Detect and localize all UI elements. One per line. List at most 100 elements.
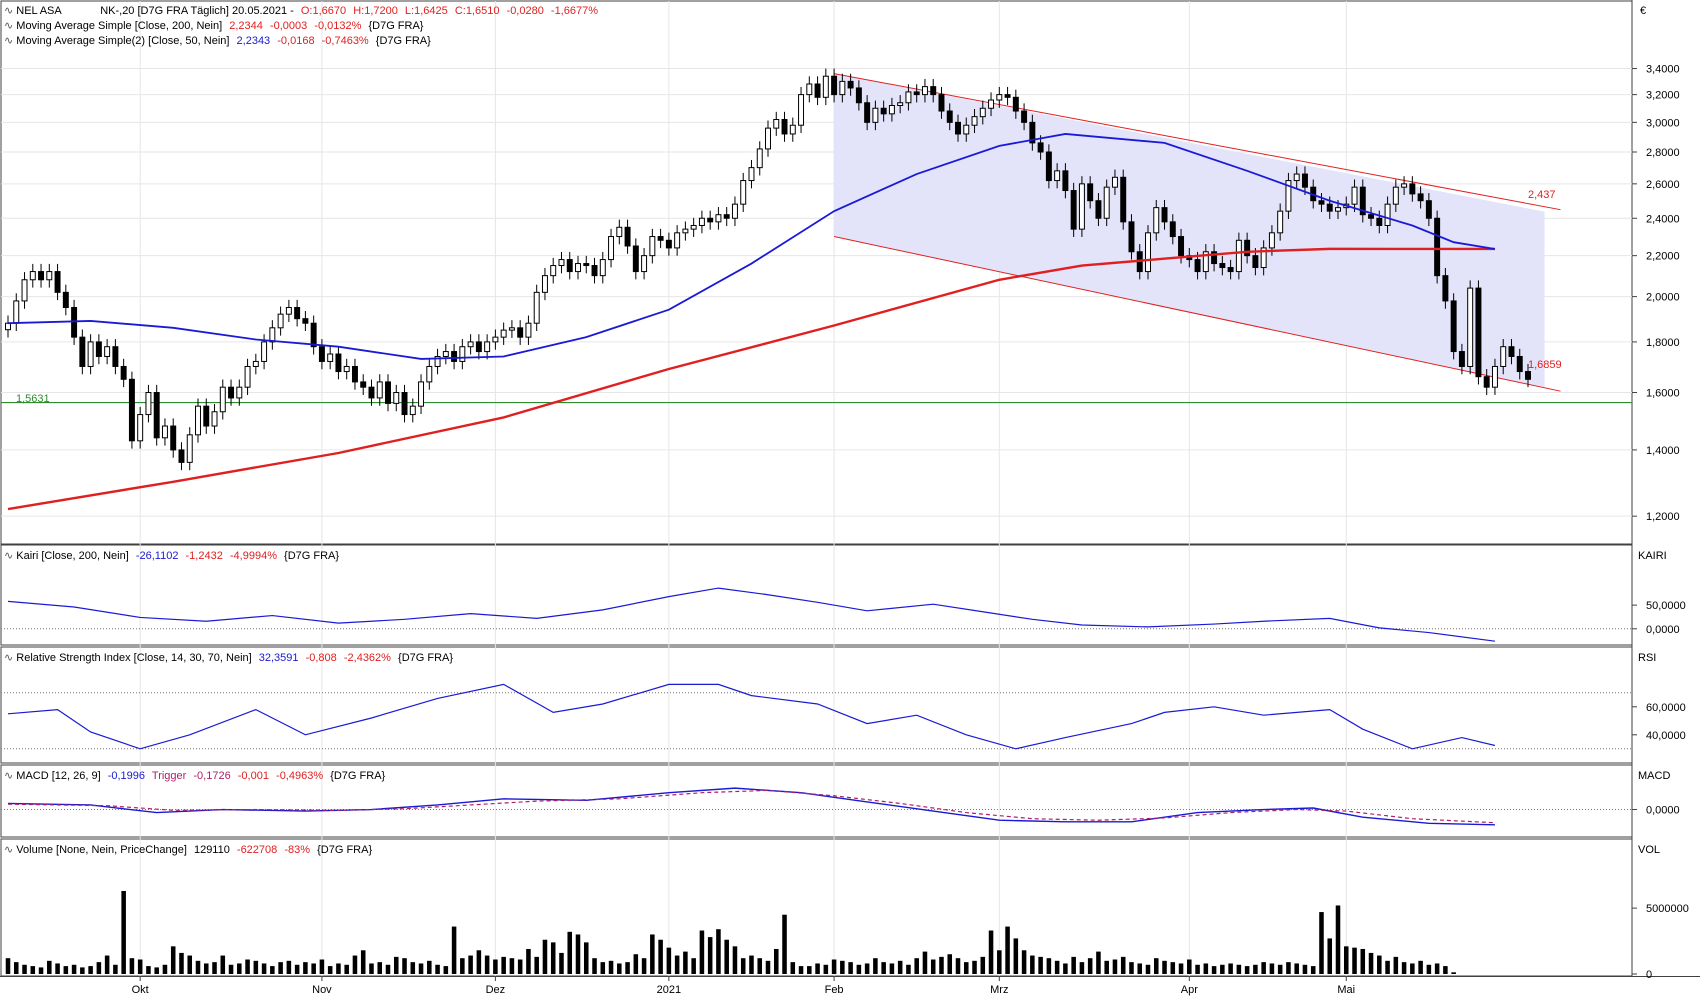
candle-body xyxy=(1021,110,1028,123)
candle-body xyxy=(1244,239,1251,257)
volume-header[interactable]: ∿ Volume [None, Nein, PriceChange] 12911… xyxy=(4,844,372,856)
volume-bar xyxy=(47,960,52,974)
volume-bar xyxy=(1187,959,1192,974)
candle-body xyxy=(608,236,615,261)
volume-bar xyxy=(782,914,787,974)
volume-bar xyxy=(807,966,812,974)
candle-body xyxy=(698,217,705,226)
right-axis xyxy=(0,0,1700,977)
volume-bar xyxy=(13,962,19,974)
candle-body xyxy=(1458,351,1465,367)
candle-body xyxy=(1475,287,1482,378)
volume-bar xyxy=(63,966,69,974)
volume-bar xyxy=(1244,966,1250,974)
candle-body xyxy=(1087,183,1094,202)
volume-bar xyxy=(1211,966,1217,974)
instrument-line[interactable]: ∿ NEL ASA NK-,20 [D7G FRA Täglich] 20.05… xyxy=(4,5,598,17)
volume-bar xyxy=(286,960,292,974)
volume-bar xyxy=(773,948,779,974)
instrument-name: NEL ASA xyxy=(16,5,62,17)
volume-header-change: -622708 xyxy=(237,844,277,856)
rsi-header[interactable]: ∿ Relative Strength Index [Close, 14, 30… xyxy=(4,652,453,664)
volume-bar xyxy=(765,960,771,974)
volume-bar xyxy=(1046,958,1052,974)
volume-bar xyxy=(575,934,581,974)
macd-header-change: -0,001 xyxy=(238,770,269,782)
candle-body xyxy=(1037,142,1044,153)
volume-bar xyxy=(1426,964,1432,974)
ma50-legend[interactable]: ∿ Moving Average Simple(2) [Close, 50, N… xyxy=(4,35,431,47)
rsi-header-name: Relative Strength Index [Close, 14, 30, … xyxy=(16,652,251,664)
volume-bar xyxy=(187,955,193,974)
volume-bar xyxy=(245,959,250,974)
volume-tick-label: 0 xyxy=(1646,969,1652,981)
volume-bar xyxy=(873,958,878,974)
indicator-headers: ∿ Kairi [Close, 200, Nein] -26,1102 -1,2… xyxy=(4,550,453,856)
volume-bar xyxy=(493,959,498,974)
volume-bar xyxy=(418,963,424,974)
macd-tick-label: 0,0000 xyxy=(1646,805,1680,817)
price-tick-label: 2,0000 xyxy=(1646,292,1680,304)
volume-bar xyxy=(641,958,647,974)
macd-header-value: -0,1996 xyxy=(108,770,145,782)
volume-bar xyxy=(22,964,27,974)
volume-bar xyxy=(509,958,515,974)
trend-channel xyxy=(833,73,1561,392)
volume-bar xyxy=(988,930,994,974)
candle-body xyxy=(988,99,995,109)
price-tick-label: 3,4000 xyxy=(1646,64,1680,76)
candle-body xyxy=(104,346,111,357)
candle-body xyxy=(21,279,28,302)
volume-bar xyxy=(270,966,275,974)
time-axis-label: Feb xyxy=(825,984,844,996)
candle-body xyxy=(401,392,408,416)
volume-bar xyxy=(1005,926,1010,974)
volume-bar xyxy=(1261,962,1266,974)
volume-bar xyxy=(1410,963,1415,974)
ma200-legend-change-pct: -0,0132% xyxy=(314,20,361,32)
kairi-header[interactable]: ∿ Kairi [Close, 200, Nein] -26,1102 -1,2… xyxy=(4,550,339,562)
candle-body xyxy=(641,255,648,273)
price-tick-label: 2,2000 xyxy=(1646,251,1680,263)
volume-bar xyxy=(410,962,416,974)
ma200-legend[interactable]: ∿ Moving Average Simple [Close, 200, Nei… xyxy=(4,20,424,32)
ma50-legend-name: Moving Average Simple(2) [Close, 50, Nei… xyxy=(16,35,229,47)
ma50-legend-source: {D7G FRA} xyxy=(376,35,431,47)
kairi-panel-label: KAIRI xyxy=(1638,550,1667,562)
candle-body xyxy=(1401,183,1408,188)
candle-body xyxy=(500,329,507,338)
candle-body xyxy=(897,102,904,106)
volume-bar xyxy=(393,956,399,974)
candle-body xyxy=(1450,300,1457,353)
candle-body xyxy=(723,214,730,219)
rsi-header-value: 32,3591 xyxy=(259,652,299,664)
macd-header[interactable]: ∿ MACD [12, 26, 9] -0,1996 Trigger -0,17… xyxy=(4,770,386,782)
candle-body xyxy=(153,392,160,439)
volume-bar xyxy=(220,955,226,974)
ohlc-change: -0,0280 xyxy=(507,5,544,17)
candle-body xyxy=(79,336,86,367)
channel-upper-line xyxy=(833,73,1561,211)
volume-bar xyxy=(1319,912,1324,974)
candle-body xyxy=(591,265,598,277)
volume-bar xyxy=(658,939,663,974)
volume-bar xyxy=(1120,956,1126,974)
volume-bars xyxy=(5,890,1456,974)
candle-body xyxy=(880,107,887,115)
candle-body xyxy=(1103,186,1110,219)
candle-body xyxy=(1260,247,1267,269)
price-candles xyxy=(5,68,1531,471)
candle-body xyxy=(302,318,309,324)
volume-bar xyxy=(121,890,126,974)
macd-header-source: {D7G FRA} xyxy=(330,770,385,782)
volume-bar xyxy=(592,958,597,974)
candle-body xyxy=(525,322,532,338)
volume-bar xyxy=(1071,956,1076,974)
candle-body xyxy=(368,386,375,399)
volume-bar xyxy=(1137,963,1143,974)
candle-body xyxy=(1285,180,1292,212)
candle-body xyxy=(1483,376,1490,388)
volume-bar xyxy=(137,959,143,974)
candle-body xyxy=(955,121,961,135)
